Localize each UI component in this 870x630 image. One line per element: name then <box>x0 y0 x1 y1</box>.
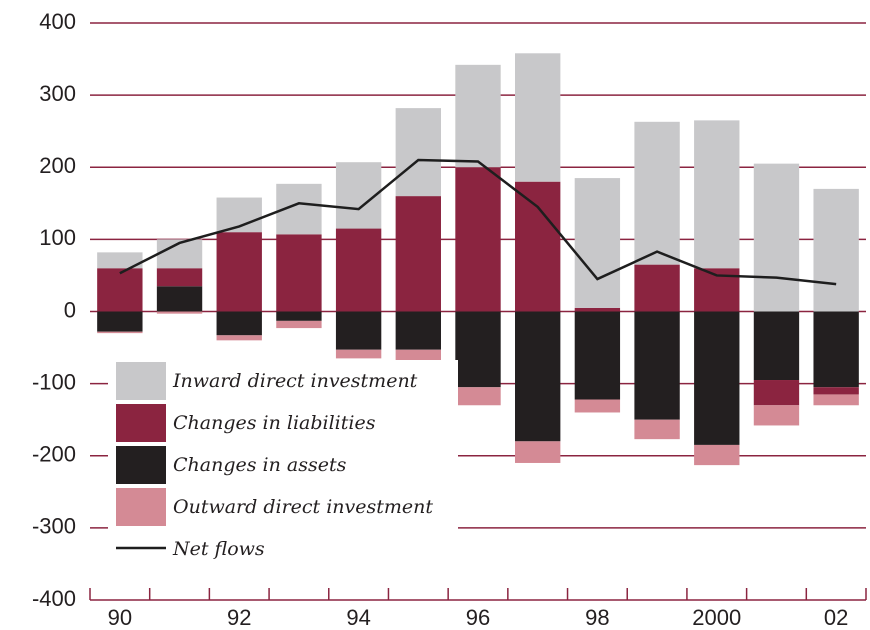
y-tick-label: -300 <box>32 514 76 539</box>
bar <box>455 64 501 168</box>
bar <box>395 196 441 312</box>
bar <box>156 311 203 314</box>
x-tick-label: 98 <box>585 605 609 630</box>
bar <box>455 311 501 388</box>
bar <box>395 311 441 350</box>
y-tick-label: 100 <box>39 225 76 250</box>
bar <box>694 311 740 445</box>
legend: Inward direct investment Changes in liabi… <box>108 360 458 560</box>
bar <box>97 311 143 332</box>
bar <box>813 394 859 406</box>
bar <box>216 335 262 341</box>
bar <box>216 311 262 336</box>
bar <box>753 311 800 381</box>
bar <box>276 234 322 312</box>
legend-label: Inward direct investment <box>172 370 418 392</box>
x-tick-label: 90 <box>108 605 132 630</box>
bar <box>515 311 561 442</box>
legend-swatch <box>116 404 166 442</box>
bar <box>156 286 203 312</box>
bar <box>515 441 561 463</box>
legend-swatch <box>116 362 166 400</box>
bar <box>515 181 561 312</box>
bar <box>335 349 382 359</box>
x-tick-label: 96 <box>466 605 490 630</box>
bar <box>156 268 203 287</box>
legend-label: Changes in assets <box>173 454 347 476</box>
bar <box>574 178 621 308</box>
bar <box>216 232 262 312</box>
bar <box>813 311 859 388</box>
bar <box>813 387 859 395</box>
bar <box>694 444 740 466</box>
legend-swatch <box>116 446 166 484</box>
bar <box>515 53 561 182</box>
bar <box>634 419 680 440</box>
legend-label: Net flows <box>172 538 265 560</box>
y-tick-label: 400 <box>39 9 76 34</box>
bar <box>97 268 143 312</box>
x-tick-label: 92 <box>227 605 251 630</box>
y-tick-label: -200 <box>32 442 76 467</box>
bar <box>276 320 322 329</box>
bar <box>574 307 621 312</box>
bar <box>574 399 621 413</box>
bar <box>97 331 143 334</box>
bar <box>634 121 680 265</box>
y-tick-label: -100 <box>32 369 76 394</box>
bar <box>753 380 800 406</box>
bar <box>574 311 621 400</box>
bar <box>335 311 382 350</box>
bar <box>97 252 143 269</box>
net-line <box>119 158 837 286</box>
bar <box>455 387 501 406</box>
bar <box>753 405 800 426</box>
y-tick-label: 200 <box>39 153 76 178</box>
legend-label: Changes in liabilities <box>173 412 376 434</box>
x-tick-label: 94 <box>346 605 370 630</box>
legend-swatch <box>116 488 166 526</box>
legend-label: Outward direct investment <box>173 496 433 518</box>
bar <box>634 311 680 420</box>
bars <box>97 53 859 466</box>
x-tick-label: 2000 <box>692 605 741 630</box>
bar <box>276 311 322 321</box>
y-tick-label: -400 <box>32 586 76 611</box>
y-tick-label: 0 <box>64 297 76 322</box>
bar <box>694 120 740 269</box>
bar <box>634 264 680 312</box>
bar <box>335 228 382 312</box>
bar <box>753 163 800 312</box>
x-tick-label: 02 <box>824 605 848 630</box>
y-tick-label: 300 <box>39 81 76 106</box>
legend-bg <box>108 360 458 560</box>
bar <box>395 108 441 197</box>
bar <box>455 167 501 312</box>
bar <box>813 188 859 312</box>
